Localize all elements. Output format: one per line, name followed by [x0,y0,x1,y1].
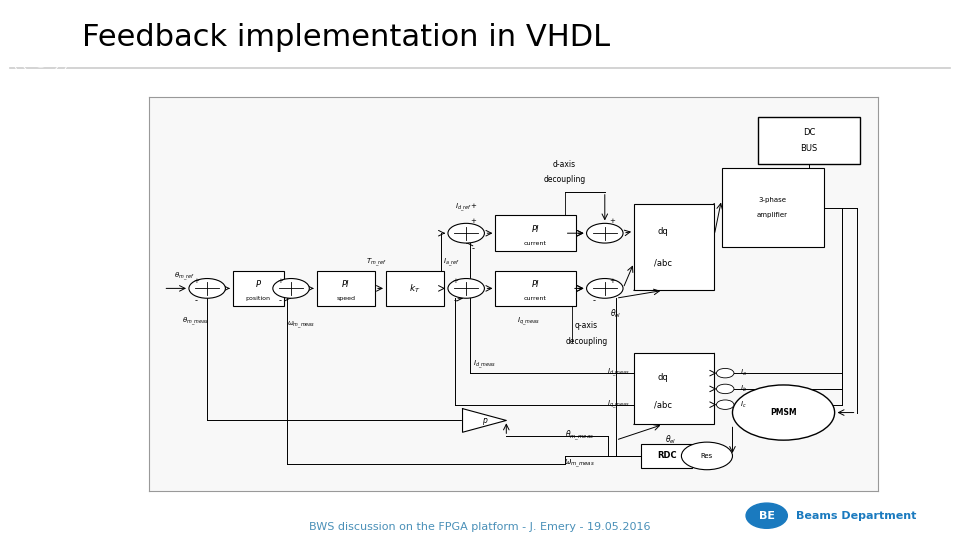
Text: +: + [277,278,283,284]
Text: q-axis: q-axis [575,321,598,330]
Text: -: - [278,296,281,305]
Text: $\theta_{m\_ref}$: $\theta_{m\_ref}$ [175,271,195,282]
Text: $I_{q\_meas}$: $I_{q\_meas}$ [516,316,540,328]
Text: d-axis: d-axis [553,160,576,168]
Text: position: position [246,296,271,301]
Circle shape [716,384,734,394]
Bar [634,354,714,424]
Text: $I_c$: $I_c$ [740,400,747,410]
Text: $\theta_{m\_meas}$: $\theta_{m\_meas}$ [564,429,593,443]
Text: /abc: /abc [654,258,672,267]
Text: current: current [524,296,547,301]
Bar [758,117,860,164]
Text: +: + [470,218,476,225]
Text: $I_a$: $I_a$ [740,368,747,378]
Text: current: current [524,240,547,246]
Text: decoupling: decoupling [543,176,586,185]
Text: BUS: BUS [801,144,818,153]
Circle shape [587,279,623,298]
Text: p: p [482,416,487,425]
Text: dq: dq [658,227,668,236]
Bar [634,204,714,291]
Circle shape [189,279,226,298]
Text: BWS discussion on the FPGA platform - J. Emery - 19.05.2016: BWS discussion on the FPGA platform - J.… [309,522,651,532]
Circle shape [716,368,734,378]
Bar [641,444,692,468]
Text: Beams Department: Beams Department [796,511,916,521]
Text: $\theta_{m\_meas}$: $\theta_{m\_meas}$ [181,316,208,328]
Text: +: + [610,218,615,225]
Text: $k_T$: $k_T$ [409,282,420,295]
Text: $\omega_{m\_meas}$: $\omega_{m\_meas}$ [564,457,594,470]
Polygon shape [463,409,506,432]
Text: $I_{a\_ref}$: $I_{a\_ref}$ [444,256,460,269]
Text: -: - [592,296,595,305]
Text: $I_{d\_meas}$: $I_{d\_meas}$ [473,359,496,372]
Text: $I_{d\_meas}$: $I_{d\_meas}$ [608,367,631,379]
Circle shape [716,400,734,409]
Circle shape [273,279,309,298]
Text: /abc: /abc [654,400,672,409]
Text: amplifier: amplifier [757,212,788,219]
Circle shape [682,442,732,470]
Bar [317,271,375,306]
Text: -: - [195,296,198,305]
Text: +: + [452,278,458,284]
Text: $\theta_{el}$: $\theta_{el}$ [610,308,621,320]
Circle shape [448,279,485,298]
Text: PI: PI [532,280,540,289]
Text: $I_{q\_meas}$: $I_{q\_meas}$ [608,399,631,411]
Text: $I_{d\_ref} +$: $I_{d\_ref} +$ [455,201,478,214]
Text: +: + [193,278,199,284]
Text: CERN: CERN [27,26,55,36]
Text: +: + [610,278,615,284]
Text: BE: BE [758,511,775,521]
Text: PI: PI [342,280,349,289]
Text: 3-phase: 3-phase [758,197,786,202]
Bar [495,215,576,251]
Bar [722,168,824,247]
Text: $T_{m\_ref}$: $T_{m\_ref}$ [366,256,387,269]
Text: PMSM: PMSM [770,408,797,417]
Text: speed: speed [336,296,355,301]
Text: RDC: RDC [657,451,677,461]
Text: $\theta_{el}$: $\theta_{el}$ [664,434,676,447]
Bar [232,271,284,306]
Text: Feedback implementation in VHDL: Feedback implementation in VHDL [82,24,611,52]
Text: dq: dq [658,373,668,382]
Text: $\omega_{m\_meas}$: $\omega_{m\_meas}$ [287,320,316,332]
Text: decoupling: decoupling [565,337,608,346]
Circle shape [587,224,623,243]
Text: -: - [454,296,457,305]
Text: Res: Res [701,453,713,459]
Text: PI: PI [532,225,540,234]
Circle shape [746,503,787,528]
Circle shape [732,385,834,440]
Bar [495,271,576,306]
Bar [386,271,444,306]
Text: -: - [472,245,475,253]
Text: P: P [255,280,261,289]
Text: $I_b$: $I_b$ [740,384,747,394]
Text: DC: DC [803,128,815,137]
Circle shape [448,224,485,243]
